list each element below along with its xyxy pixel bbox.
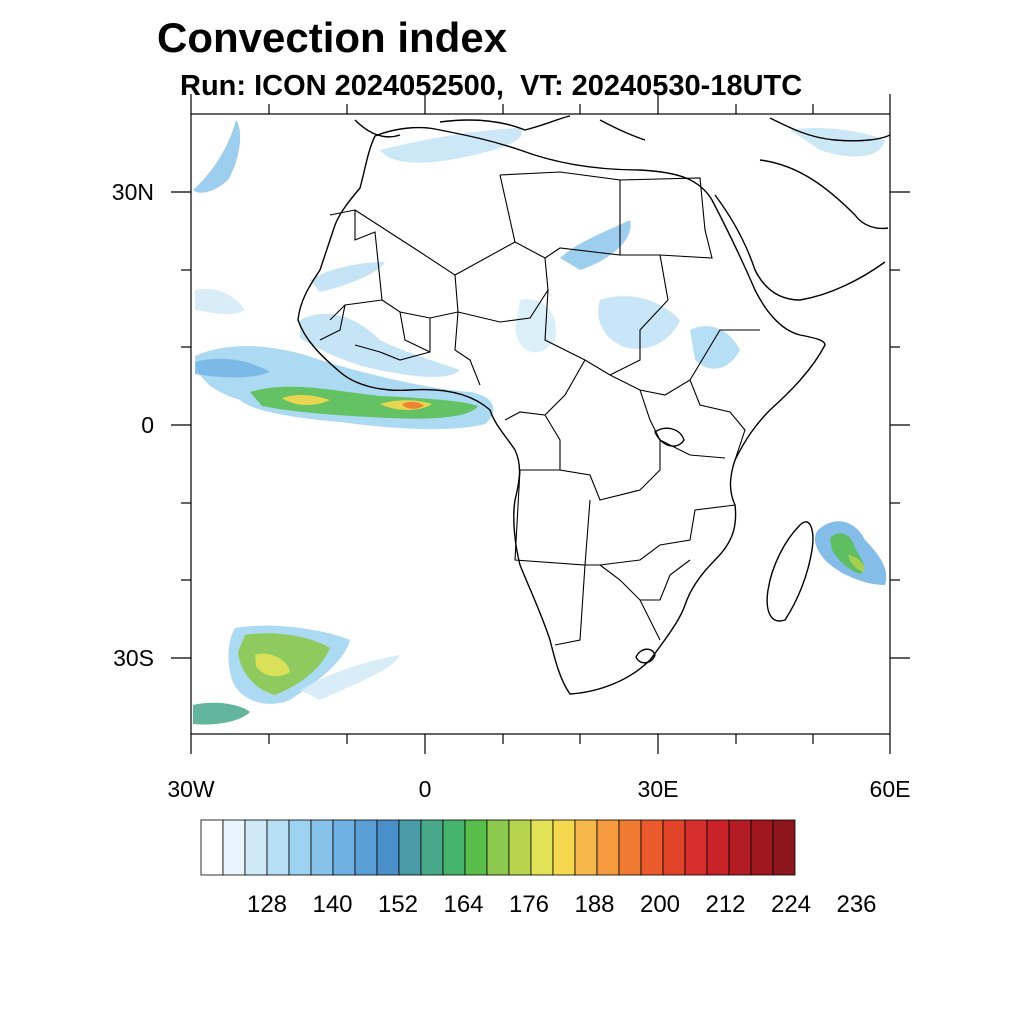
convection-band-atlantic-peak bbox=[282, 394, 432, 410]
country-borders bbox=[319, 171, 760, 646]
convection-band-west bbox=[195, 358, 270, 378]
colorbar-swatch bbox=[288, 819, 312, 876]
colorbar-swatch bbox=[530, 819, 554, 876]
arabia-coastline bbox=[714, 194, 886, 301]
colorbar-tick-label: 176 bbox=[509, 891, 549, 918]
plot-frame bbox=[190, 113, 891, 735]
lat-label-0: 0 bbox=[141, 412, 154, 438]
colorbar-swatch bbox=[486, 819, 510, 876]
convection-ethiopia bbox=[690, 326, 740, 369]
colorbar-swatch bbox=[310, 819, 334, 876]
colorbar-tick-label: 212 bbox=[705, 891, 745, 918]
colorbar-swatch bbox=[266, 819, 290, 876]
lon-label-0: 0 bbox=[419, 776, 432, 802]
colorbar-swatch bbox=[574, 819, 598, 876]
colorbar-swatch bbox=[200, 819, 224, 876]
colorbar-swatch bbox=[442, 819, 466, 876]
lesotho-border bbox=[635, 648, 656, 664]
colorbar-tick-label: 224 bbox=[771, 891, 811, 918]
colorbar-swatch bbox=[376, 819, 400, 876]
colorbar bbox=[200, 819, 796, 876]
lake-victoria bbox=[654, 427, 685, 447]
convection-southwest bbox=[193, 702, 250, 725]
colorbar-swatch bbox=[772, 819, 796, 876]
colorbar-swatch bbox=[684, 819, 708, 876]
colorbar-swatch bbox=[420, 819, 444, 876]
convection-mediterranean bbox=[380, 128, 522, 163]
colorbar-tick-label: 188 bbox=[574, 891, 614, 918]
convection-south-atlantic-peak bbox=[255, 653, 290, 677]
colorbar-swatch bbox=[618, 819, 642, 876]
convection-chad bbox=[515, 299, 556, 353]
madagascar-coastline bbox=[766, 521, 814, 622]
europe-coastline bbox=[354, 115, 890, 142]
colorbar-tick-label: 140 bbox=[312, 891, 352, 918]
colorbar-swatch bbox=[464, 819, 488, 876]
convection-band-atlantic-core bbox=[250, 386, 478, 419]
axis-ticks bbox=[171, 94, 910, 754]
colorbar-swatch bbox=[332, 819, 356, 876]
convection-band-atlantic-hot bbox=[402, 401, 424, 409]
map-subtitle: Run: ICON 2024052500, VT: 20240530-18UTC bbox=[180, 70, 803, 102]
colorbar-swatch bbox=[508, 819, 532, 876]
colorbar-tick-label: 128 bbox=[247, 891, 287, 918]
colorbar-swatch bbox=[222, 819, 246, 876]
colorbar-tick-label: 236 bbox=[836, 891, 876, 918]
convection-sudan bbox=[598, 296, 680, 349]
convection-sahel-north bbox=[310, 262, 385, 292]
colorbar-tick-label: 152 bbox=[378, 891, 418, 918]
colorbar-labels: 128 140 152 164 176 188 200 212 224 236 bbox=[247, 891, 877, 918]
convection-northwest bbox=[195, 288, 245, 315]
colorbar-swatch bbox=[640, 819, 664, 876]
colorbar-swatch bbox=[596, 819, 620, 876]
colorbar-tick-label: 164 bbox=[443, 891, 483, 918]
colorbar-swatch bbox=[552, 819, 576, 876]
lon-label-30e: 30E bbox=[638, 776, 679, 802]
convection-madagascar-east bbox=[848, 555, 865, 572]
arabia-gulf bbox=[759, 159, 889, 230]
convection-field bbox=[193, 120, 887, 725]
colorbar-swatch bbox=[398, 819, 422, 876]
convection-south-tail bbox=[300, 655, 400, 700]
lon-label-60e: 60E bbox=[870, 776, 911, 802]
colorbar-swatch bbox=[728, 819, 752, 876]
colorbar-swatch bbox=[662, 819, 686, 876]
lat-label-30n: 30N bbox=[112, 179, 154, 205]
colorbar-swatch bbox=[750, 819, 774, 876]
colorbar-swatch bbox=[354, 819, 378, 876]
colorbar-tick-label: 200 bbox=[640, 891, 680, 918]
lon-label-30w: 30W bbox=[167, 776, 215, 802]
coastlines bbox=[297, 115, 890, 695]
colorbar-swatch bbox=[706, 819, 730, 876]
convection-north-atlantic bbox=[193, 120, 241, 193]
africa-coastline bbox=[297, 126, 826, 695]
colorbar-swatch bbox=[244, 819, 268, 876]
lat-label-30s: 30S bbox=[113, 645, 154, 671]
convection-libya bbox=[560, 220, 631, 270]
convection-middle-east bbox=[790, 128, 885, 157]
map-title: Convection index bbox=[157, 14, 508, 61]
